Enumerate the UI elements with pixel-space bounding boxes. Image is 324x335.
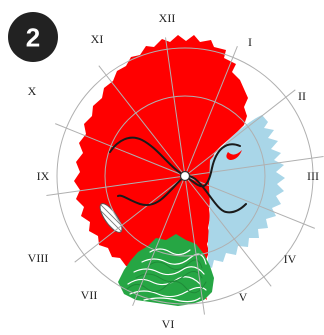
radial-line: [165, 37, 186, 177]
green-region-scribble: [127, 248, 207, 303]
clock-numerals: XII I II III IV V VI VII VIII IX X XI: [28, 11, 319, 331]
numeral-xii: XII: [159, 11, 176, 25]
small-red-crescent: [226, 150, 242, 160]
green-region-fill: [118, 234, 214, 306]
numeral-x: X: [28, 84, 37, 98]
radial-line: [74, 175, 186, 263]
numeral-viii: VIII: [28, 251, 49, 265]
red-region: [74, 35, 248, 300]
badge-number: 2: [26, 23, 40, 53]
numeral-xi: XI: [91, 32, 104, 46]
hatched-ellipse-fill: [99, 203, 123, 233]
inner-circle: [104, 95, 266, 257]
radial-line: [98, 65, 186, 177]
center-dot: [179, 170, 191, 182]
numeral-ix: IX: [37, 169, 50, 183]
radial-line: [184, 46, 238, 177]
radial-line: [46, 175, 186, 196]
numeral-i: I: [248, 35, 252, 49]
radial-line: [184, 156, 324, 177]
numeral-ii: II: [298, 89, 306, 103]
radial-line: [184, 89, 296, 177]
figure-badge: 2: [8, 12, 58, 62]
numeral-vii: VII: [81, 288, 98, 302]
radial-line: [132, 175, 186, 306]
numeral-vi: VI: [162, 317, 175, 331]
clock-grid: [46, 37, 324, 315]
numeral-iii: III: [307, 169, 319, 183]
outer-circle: [56, 47, 314, 305]
radial-lines: [46, 37, 324, 315]
badge-circle: [8, 12, 58, 62]
radial-line: [184, 175, 205, 315]
radial-line: [55, 123, 186, 177]
numeral-iv: IV: [284, 252, 297, 266]
radial-line: [184, 175, 272, 287]
numeral-v: V: [239, 290, 248, 304]
